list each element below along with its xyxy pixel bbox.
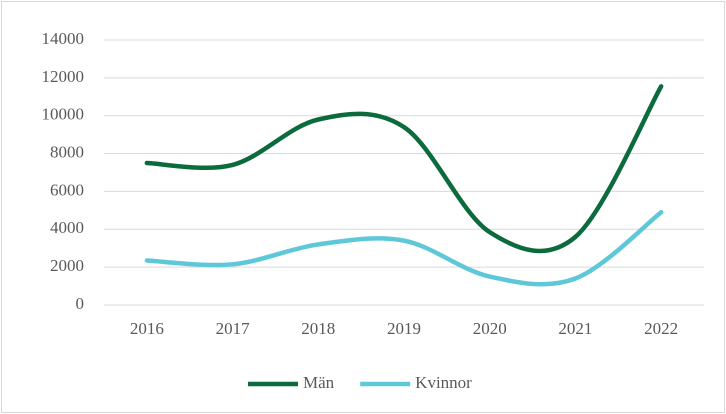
x-tick-label: 2016 — [130, 319, 164, 338]
y-tick-label: 0 — [76, 294, 85, 313]
y-tick-label: 8000 — [50, 142, 84, 161]
series-line — [144, 210, 664, 287]
y-tick-label: 14000 — [42, 29, 85, 48]
x-tick-label: 2020 — [473, 319, 507, 338]
legend-label: Kvinnor — [415, 373, 472, 392]
x-tick-label: 2022 — [644, 319, 678, 338]
x-tick-label: 2021 — [558, 319, 592, 338]
legend-label: Män — [303, 373, 335, 392]
x-tick-label: 2018 — [301, 319, 335, 338]
x-tick-label: 2017 — [216, 319, 251, 338]
x-tick-label: 2019 — [387, 319, 421, 338]
y-tick-label: 4000 — [50, 218, 84, 237]
y-tick-label: 2000 — [50, 256, 84, 275]
y-tick-label: 10000 — [42, 105, 85, 124]
y-tick-label: 12000 — [42, 67, 85, 86]
y-tick-label: 6000 — [50, 180, 84, 199]
series-line — [144, 84, 664, 254]
